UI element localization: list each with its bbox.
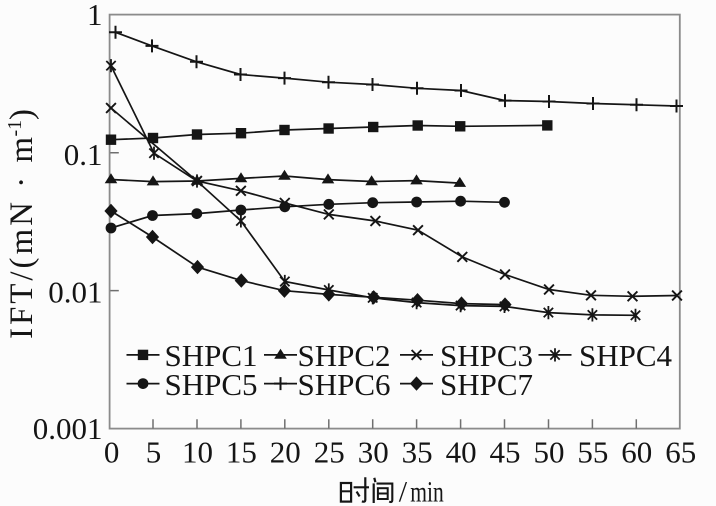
svg-text:0.01: 0.01	[48, 274, 102, 309]
svg-text:65: 65	[665, 435, 696, 470]
svg-text:10: 10	[182, 435, 213, 470]
svg-text:IFT/(mN · m: IFT/(mN · m	[4, 137, 40, 339]
svg-text:0: 0	[104, 435, 120, 470]
svg-text:SHPC7: SHPC7	[440, 367, 533, 402]
svg-text:45: 45	[490, 435, 521, 470]
svg-text:40: 40	[446, 435, 477, 470]
svg-text:SHPC4: SHPC4	[579, 338, 673, 373]
svg-text:min: min	[410, 476, 444, 506]
svg-text:SHPC5: SHPC5	[165, 367, 258, 402]
svg-text:55: 55	[577, 435, 608, 470]
svg-text:-1: -1	[4, 120, 26, 137]
svg-text:25: 25	[314, 435, 345, 470]
svg-text:50: 50	[534, 435, 565, 470]
svg-text:): )	[4, 109, 40, 120]
svg-text:0.001: 0.001	[33, 411, 103, 446]
svg-text:1: 1	[87, 0, 103, 32]
svg-text:0.1: 0.1	[64, 137, 103, 172]
svg-text:60: 60	[621, 435, 652, 470]
svg-text:35: 35	[402, 435, 433, 470]
svg-text:15: 15	[226, 435, 257, 470]
svg-text:/: /	[399, 476, 408, 506]
svg-text:5: 5	[146, 435, 162, 470]
svg-text:SHPC2: SHPC2	[298, 338, 391, 373]
svg-text:20: 20	[270, 435, 301, 470]
svg-text:SHPC1: SHPC1	[165, 338, 258, 373]
svg-text:SHPC6: SHPC6	[298, 367, 391, 402]
svg-text:SHPC3: SHPC3	[440, 338, 533, 373]
svg-text:30: 30	[358, 435, 389, 470]
